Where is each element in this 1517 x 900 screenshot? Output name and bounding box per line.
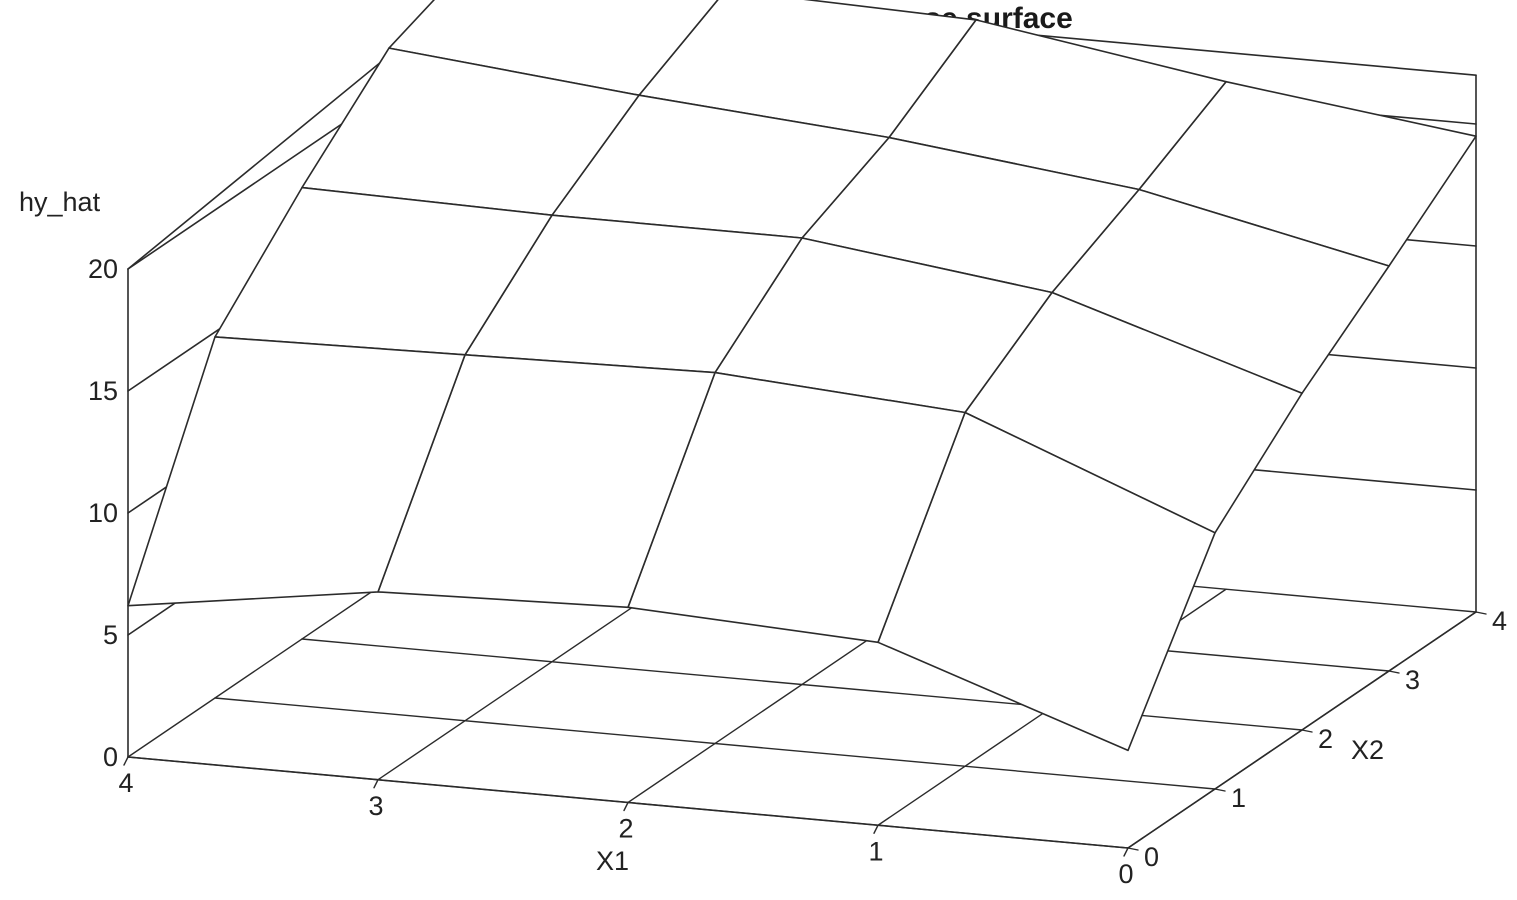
response-surface <box>127 0 1477 752</box>
x1-tick-mark <box>873 824 879 834</box>
x1-tick-label: 4 <box>118 768 133 798</box>
x2-tick-label: 3 <box>1405 665 1420 695</box>
x1-tick-label: 1 <box>868 836 883 866</box>
z-tick-label: 10 <box>88 498 118 528</box>
x2-tick-mark <box>1475 611 1487 615</box>
x2-tick-mark <box>1127 847 1139 851</box>
z-axis-title: hy_hat <box>19 187 101 217</box>
y-axis-title: X2 <box>1351 735 1384 765</box>
z-tick-label: 0 <box>103 742 118 772</box>
x-axis-title: X1 <box>596 846 629 876</box>
x2-tick-mark <box>1388 670 1400 674</box>
x2-tick-mark <box>1214 788 1226 792</box>
x1-tick-mark <box>123 756 129 766</box>
x2-tick-mark <box>1301 729 1313 733</box>
x1-tick-label: 3 <box>368 791 383 821</box>
x1-tick-mark <box>373 779 379 789</box>
x2-tick-label: 1 <box>1231 783 1246 813</box>
x1-tick-label: 0 <box>1118 859 1133 889</box>
x2-tick-label: 0 <box>1144 842 1159 872</box>
x1-tick-mark <box>623 801 629 812</box>
z-tick-label: 5 <box>103 620 118 650</box>
z-tick-label: 15 <box>88 376 118 406</box>
floor-gridline-x2 <box>214 697 1216 790</box>
x2-tick-label: 4 <box>1492 606 1507 636</box>
surface-patch <box>127 336 466 607</box>
z-tick-label: 20 <box>88 254 118 284</box>
x1-tick-mark <box>1123 847 1129 857</box>
x2-tick-label: 2 <box>1318 724 1333 754</box>
x1-tick-label: 2 <box>618 814 633 844</box>
